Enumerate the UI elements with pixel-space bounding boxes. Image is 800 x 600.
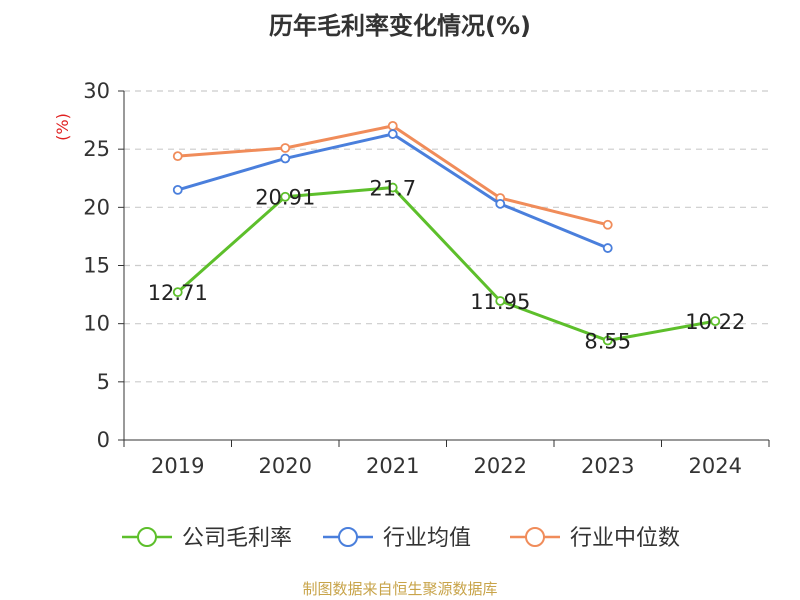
data-label: 11.95 (470, 290, 530, 314)
legend-item: 行业均值 (323, 526, 471, 551)
data-label: 20.91 (255, 186, 315, 210)
x-tick-label: 2020 (259, 454, 312, 478)
series-layer (172, 121, 721, 346)
source-footer: 制图数据来自恒生聚源数据库 (302, 580, 498, 598)
data-point (280, 191, 291, 202)
y-tick-label: 25 (83, 137, 110, 161)
x-tick-label: 2023 (581, 454, 634, 478)
data-point (280, 153, 291, 164)
chart-title: 历年毛利率变化情况(%) (269, 12, 531, 40)
legend-marker-icon (137, 527, 157, 547)
legend-label: 行业均值 (383, 526, 471, 551)
data-point (280, 143, 291, 153)
data-labels: 12.71 20.91 21.7 11.95 8.55 10.22 (148, 177, 746, 354)
data-point (710, 316, 721, 327)
x-tick-label: 2021 (366, 454, 419, 478)
data-point (172, 287, 183, 298)
data-point (602, 335, 613, 346)
y-tick-label: 15 (83, 254, 110, 278)
series-line-1 (176, 186, 716, 343)
data-label: 21.7 (369, 177, 416, 201)
data-point (387, 182, 398, 193)
data-point (387, 121, 398, 131)
y-tick-label: 20 (83, 195, 110, 219)
legend: 公司毛利率 行业均值 行业中位数 (122, 526, 680, 551)
data-point (495, 296, 506, 306)
legend-marker-icon (525, 527, 545, 547)
data-point (172, 151, 183, 162)
data-label: 8.55 (584, 330, 631, 354)
y-tick-label: 5 (97, 370, 110, 394)
x-tick-label: 2022 (474, 454, 527, 478)
data-point (495, 198, 506, 209)
y-axis-label: (%) (53, 113, 72, 141)
y-tick-label: 10 (83, 312, 110, 336)
grid-lines (124, 90, 769, 383)
x-tick-label: 2024 (689, 454, 742, 478)
legend-label: 公司毛利率 (182, 526, 292, 551)
legend-item: 公司毛利率 (122, 526, 292, 551)
axes: 0 5 10 15 20 25 30 2019 2020 2021 2022 2023 2024 (83, 79, 770, 478)
y-tick-label: 30 (83, 79, 110, 103)
data-label: 10.22 (685, 310, 745, 334)
y-tick-label: 0 (97, 428, 110, 452)
legend-label: 行业中位数 (570, 526, 680, 551)
series-line-3 (177, 124, 609, 227)
data-point (387, 129, 398, 139)
data-point (602, 219, 613, 230)
data-label: 12.71 (148, 281, 208, 305)
legend-item: 行业中位数 (510, 526, 680, 551)
data-point (172, 184, 183, 195)
x-tick-label: 2019 (151, 454, 204, 478)
legend-marker-icon (338, 527, 358, 547)
data-point (602, 243, 613, 253)
